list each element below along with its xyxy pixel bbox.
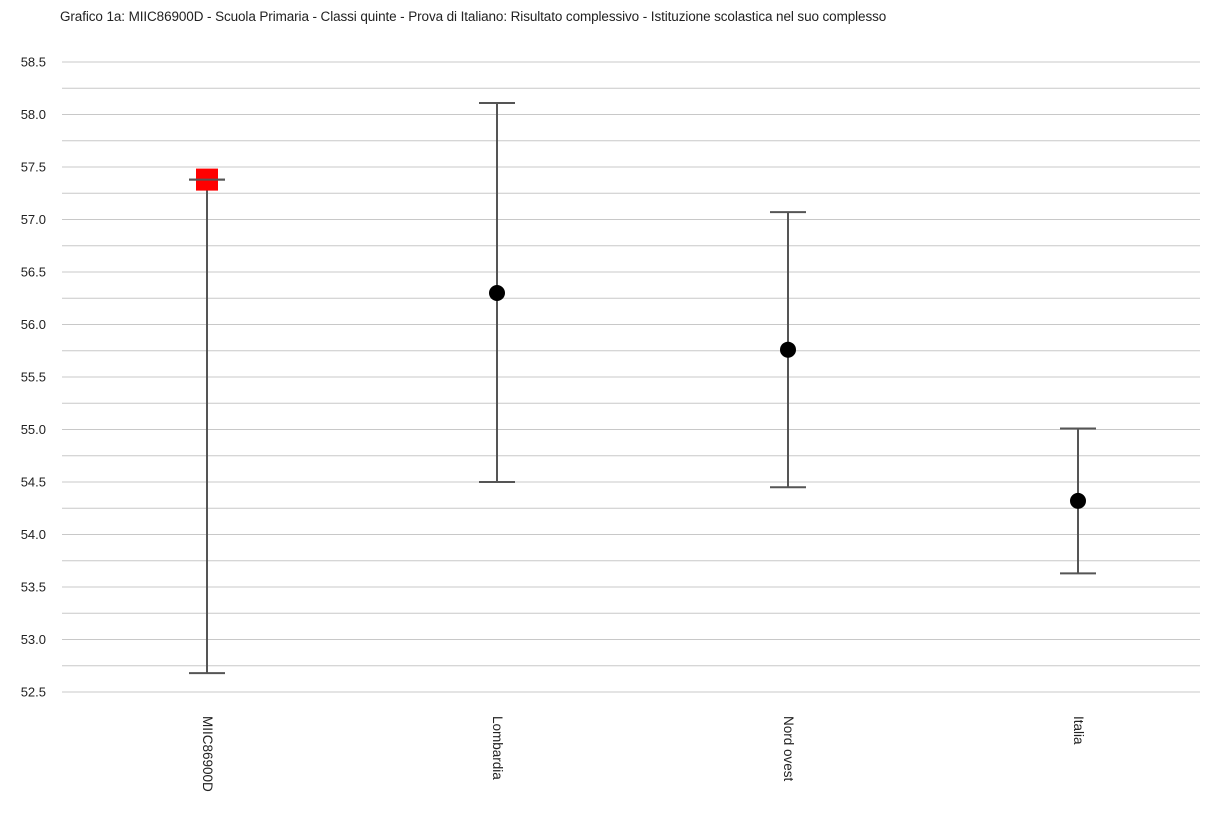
chart-title: Grafico 1a: MIIC86900D - Scuola Primaria…: [60, 9, 887, 24]
y-tick-label: 58.0: [21, 107, 46, 122]
y-tick-label: 56.5: [21, 265, 46, 280]
gridlines: [62, 61, 1200, 693]
y-tick-label: 52.5: [21, 685, 46, 700]
data-point-circle: [489, 285, 505, 301]
x-axis-category-labels: MIIC86900D Lombardia Nord ovest Italia: [200, 716, 1086, 792]
y-tick-label: 53.0: [21, 632, 46, 647]
y-tick-label: 54.0: [21, 527, 46, 542]
y-axis-tick-labels: 52.5 53.0 53.5 54.0 54.5 55.0 55.5 56.0 56.5 57.0…: [21, 55, 46, 700]
y-tick-label: 53.5: [21, 580, 46, 595]
y-tick-label: 55.0: [21, 422, 46, 437]
y-tick-label: 55.5: [21, 370, 46, 385]
y-tick-label: 54.5: [21, 475, 46, 490]
x-category-label: Italia: [1071, 716, 1086, 745]
data-markers: [189, 168, 1086, 509]
data-point-circle: [1070, 492, 1086, 509]
y-tick-label: 58.5: [21, 55, 46, 70]
x-category-label: Lombardia: [490, 716, 505, 780]
y-tick-label: 57.5: [21, 160, 46, 175]
data-point-circle: [780, 341, 796, 358]
y-tick-label: 56.0: [21, 317, 46, 332]
x-category-label: MIIC86900D: [200, 716, 215, 792]
x-category-label: Nord ovest: [781, 716, 796, 782]
error-bars: [189, 101, 1096, 675]
y-tick-label: 57.0: [21, 212, 46, 227]
